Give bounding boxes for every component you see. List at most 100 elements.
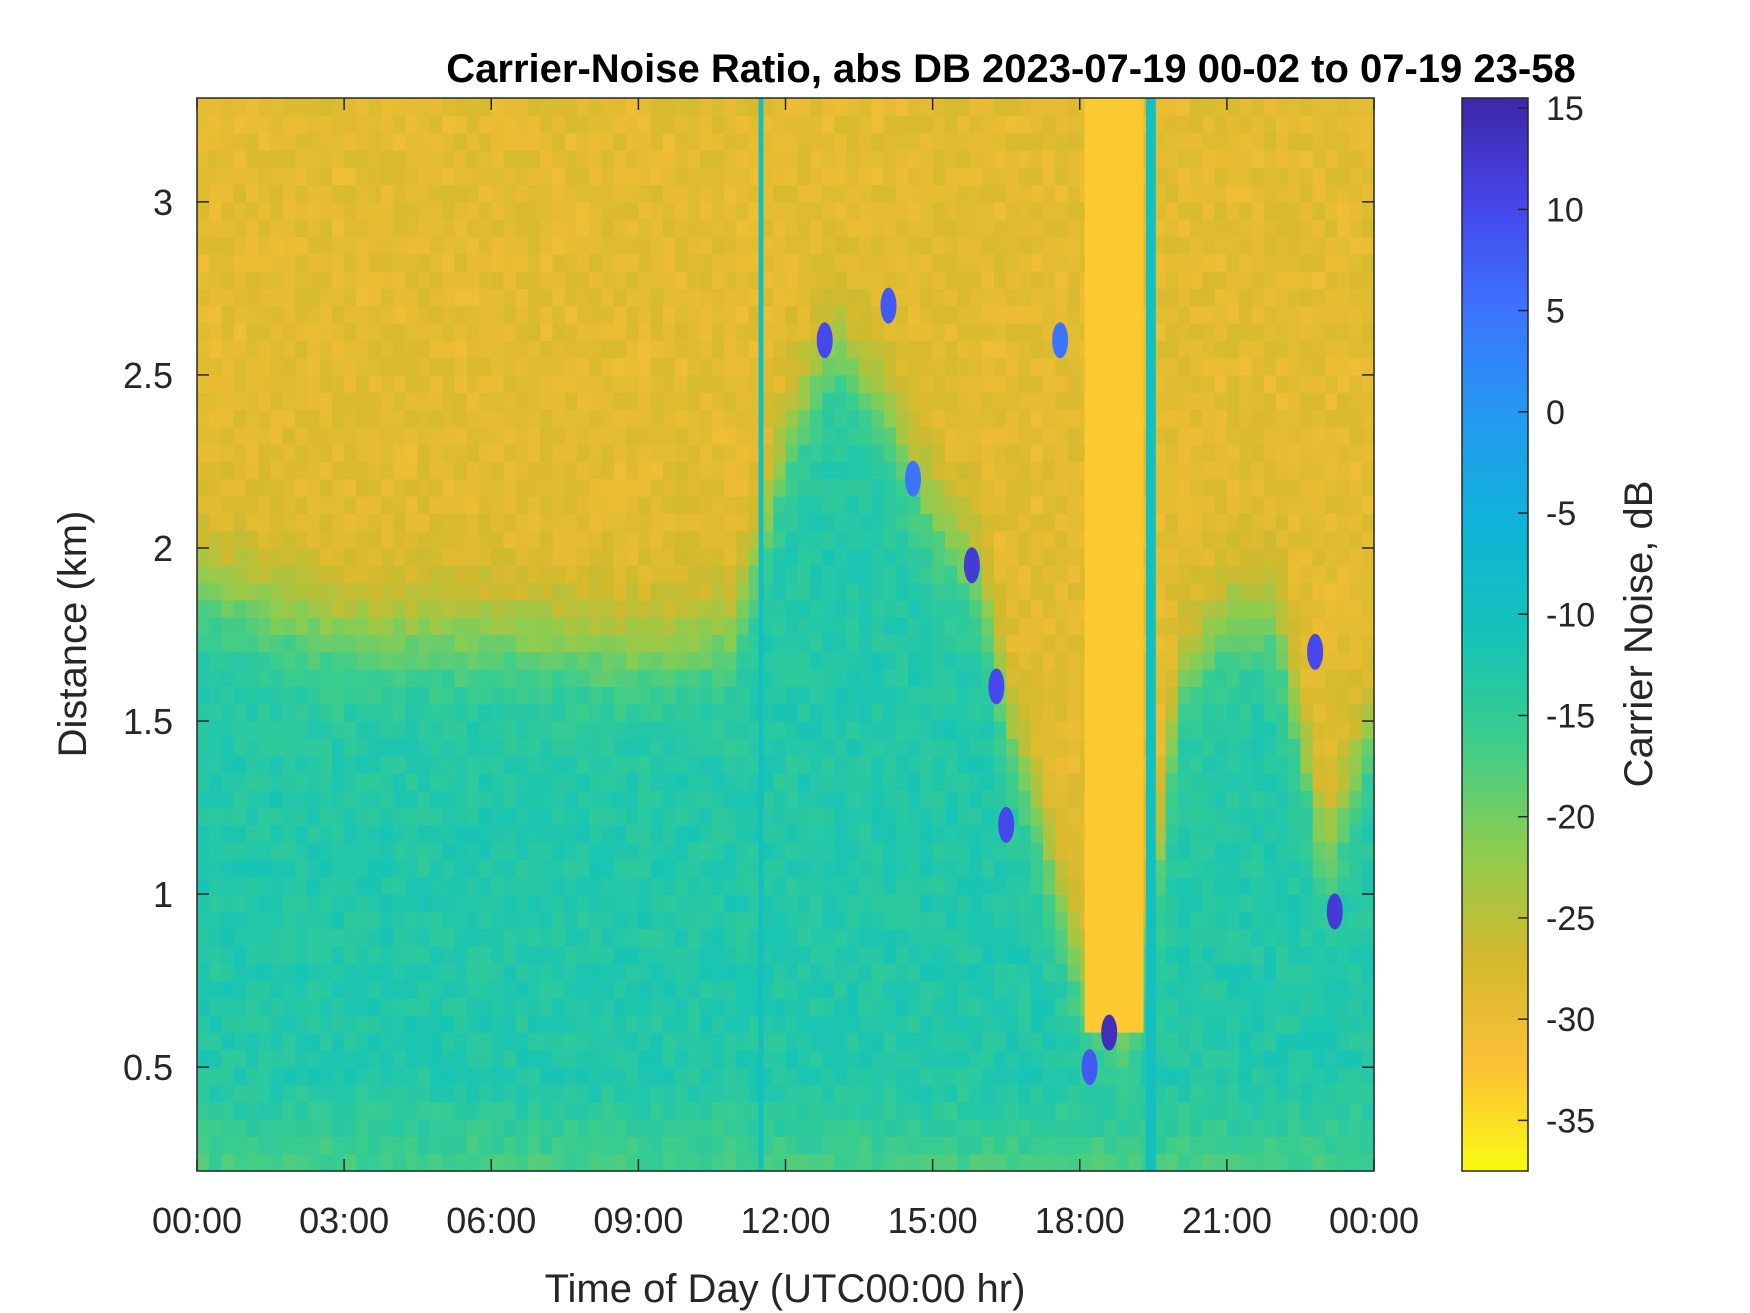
heatmap-cell <box>577 842 590 861</box>
heatmap-cell <box>197 115 210 134</box>
heatmap-cell <box>221 1049 235 1068</box>
heatmap-cell <box>221 582 235 601</box>
heatmap-cell <box>368 721 382 739</box>
heatmap-cell <box>895 738 909 757</box>
heatmap-cell <box>1177 772 1191 791</box>
heatmap-cell <box>380 444 394 463</box>
heatmap-cell <box>797 184 811 203</box>
heatmap-cell <box>552 617 566 636</box>
heatmap-cell <box>577 807 590 826</box>
heatmap-cell <box>957 253 971 272</box>
heatmap-cell <box>1165 201 1179 220</box>
heatmap-cell <box>540 894 554 913</box>
heatmap-cell <box>846 513 860 532</box>
heatmap-cell <box>282 582 296 601</box>
heatmap-cell <box>331 842 345 861</box>
heatmap-cell <box>822 201 836 220</box>
heatmap-cell <box>613 530 627 549</box>
heatmap-cell <box>552 963 566 982</box>
heatmap-cell <box>920 772 934 791</box>
heatmap-cell <box>478 686 492 705</box>
heatmap-cell <box>785 322 799 341</box>
heatmap-cell <box>209 253 223 272</box>
heatmap-cell <box>711 201 725 220</box>
heatmap-cell <box>454 149 468 168</box>
heatmap-cell <box>675 357 689 376</box>
heatmap-cell <box>246 236 259 255</box>
heatmap-cell <box>957 963 971 982</box>
heatmap-cell <box>993 184 1007 203</box>
heatmap-cell <box>442 824 456 843</box>
heatmap-cell <box>528 530 541 549</box>
heatmap-cell <box>552 565 566 584</box>
heatmap-cell <box>834 409 848 428</box>
heatmap-cell <box>429 374 443 393</box>
heatmap-cell <box>307 496 321 514</box>
heatmap-cell <box>724 496 738 514</box>
heatmap-cell <box>981 1136 995 1155</box>
heatmap-cell <box>797 876 811 895</box>
heatmap-cell <box>1067 946 1081 964</box>
heatmap-cell <box>650 928 664 947</box>
heatmap-cell <box>1042 496 1056 514</box>
heatmap-cell <box>1079 1084 1093 1103</box>
heatmap-cell <box>638 790 652 809</box>
heatmap-cell <box>478 755 492 774</box>
heatmap-cell <box>356 409 370 428</box>
heatmap-cell <box>258 824 272 843</box>
heatmap-cell <box>773 426 787 445</box>
heatmap-cell <box>662 219 676 238</box>
heatmap-cell <box>883 149 897 168</box>
heatmap-cell <box>454 980 468 999</box>
heatmap-cell <box>417 755 431 774</box>
heatmap-cell <box>932 946 946 964</box>
heatmap-cell <box>1030 1119 1044 1137</box>
heatmap-cell <box>295 1101 308 1120</box>
heatmap-cell <box>552 842 566 861</box>
heatmap-cell <box>331 651 345 670</box>
heatmap-cell <box>1055 738 1069 757</box>
heatmap-cell <box>1030 322 1044 341</box>
heatmap-cell <box>221 772 235 791</box>
heatmap-cell <box>442 253 456 272</box>
heatmap-cell <box>993 426 1007 445</box>
heatmap-cell <box>626 167 639 186</box>
heatmap-cell <box>601 1153 615 1172</box>
heatmap-cell <box>883 824 897 843</box>
heatmap-cell <box>981 928 995 947</box>
heatmap-cell <box>1153 444 1167 463</box>
heatmap-cell <box>908 703 921 722</box>
heatmap-cell <box>491 1032 505 1051</box>
heatmap-cell <box>785 651 799 670</box>
heatmap-cell <box>331 1067 345 1086</box>
heatmap-cell <box>442 1049 456 1068</box>
heatmap-cell <box>1165 721 1179 739</box>
heatmap-cell <box>417 634 431 653</box>
heatmap-cell <box>552 132 566 151</box>
heatmap-cell <box>429 426 443 445</box>
heatmap-cell <box>221 271 235 289</box>
heatmap-cell <box>797 340 811 359</box>
heatmap-cell <box>282 859 296 878</box>
heatmap-cell <box>1165 374 1179 393</box>
heatmap-cell <box>601 807 615 826</box>
heatmap-cell <box>650 738 664 757</box>
heatmap-cell <box>295 772 308 791</box>
heatmap-cell <box>944 288 958 307</box>
heatmap-cell <box>773 115 787 134</box>
heatmap-cell <box>577 721 590 739</box>
heatmap-cell <box>429 1049 443 1068</box>
heatmap-cell <box>197 669 210 688</box>
heatmap-cell <box>233 911 247 930</box>
heatmap-cell <box>515 132 529 151</box>
heatmap-cell <box>932 1015 946 1034</box>
heatmap-cell <box>552 149 566 168</box>
heatmap-cell <box>454 496 468 514</box>
heatmap-cell <box>626 305 639 324</box>
heatmap-cell <box>380 651 394 670</box>
heatmap-cell <box>540 374 554 393</box>
heatmap-cell <box>1042 513 1056 532</box>
heatmap-cell <box>454 669 468 688</box>
heatmap-cell <box>797 772 811 791</box>
heatmap-cell <box>270 513 284 532</box>
